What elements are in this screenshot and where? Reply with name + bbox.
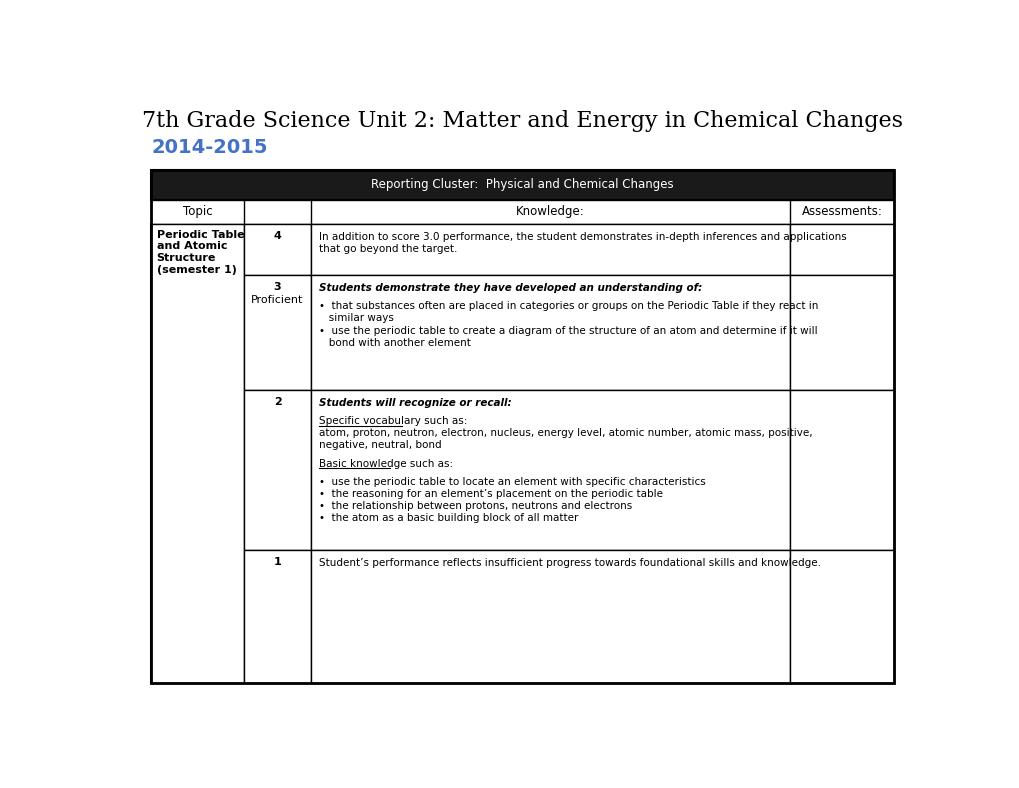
Text: negative, neutral, bond: negative, neutral, bond <box>319 440 441 451</box>
Text: Reporting Cluster:  Physical and Chemical Changes: Reporting Cluster: Physical and Chemical… <box>371 178 674 191</box>
Text: Specific vocabulary such as:: Specific vocabulary such as: <box>319 416 467 426</box>
Text: •  the reasoning for an element’s placement on the periodic table: • the reasoning for an element’s placeme… <box>319 489 662 499</box>
Bar <box>311 275 790 390</box>
Bar <box>151 170 894 199</box>
Text: similar ways: similar ways <box>319 314 393 323</box>
Text: 4: 4 <box>273 231 281 241</box>
Text: Students demonstrate they have developed an understanding of:: Students demonstrate they have developed… <box>319 283 701 293</box>
Bar <box>151 170 894 683</box>
Text: atom, proton, neutron, electron, nucleus, energy level, atomic number, atomic ma: atom, proton, neutron, electron, nucleus… <box>319 428 812 438</box>
Bar <box>151 199 894 224</box>
Text: 3: 3 <box>273 282 281 292</box>
Text: Student’s performance reflects insufficient progress towards foundational skills: Student’s performance reflects insuffici… <box>319 558 820 568</box>
Text: Knowledge:: Knowledge: <box>516 205 585 218</box>
Text: Students will recognize or recall:: Students will recognize or recall: <box>319 398 511 408</box>
Text: 2014-2015: 2014-2015 <box>151 139 267 158</box>
Bar <box>244 390 311 550</box>
Text: Assessments:: Assessments: <box>801 205 881 218</box>
Bar <box>244 275 311 390</box>
Bar <box>790 390 894 550</box>
Text: Topic: Topic <box>182 205 212 218</box>
Text: 2: 2 <box>273 397 281 407</box>
Text: •  use the periodic table to locate an element with specific characteristics: • use the periodic table to locate an el… <box>319 477 705 487</box>
Bar <box>311 390 790 550</box>
Text: Proficient: Proficient <box>251 295 304 305</box>
Text: 1: 1 <box>273 557 281 567</box>
Bar <box>244 224 311 275</box>
Text: •  use the periodic table to create a diagram of the structure of an atom and de: • use the periodic table to create a dia… <box>319 325 816 336</box>
Bar <box>151 224 244 683</box>
Text: that go beyond the target.: that go beyond the target. <box>319 243 457 254</box>
Text: Periodic Table
and Atomic
Structure
(semester 1): Periodic Table and Atomic Structure (sem… <box>157 230 245 275</box>
Bar <box>790 275 894 390</box>
Text: •  the relationship between protons, neutrons and electrons: • the relationship between protons, neut… <box>319 501 632 511</box>
Text: 7th Grade Science Unit 2: Matter and Energy in Chemical Changes: 7th Grade Science Unit 2: Matter and Ene… <box>142 110 903 132</box>
Text: •  that substances often are placed in categories or groups on the Periodic Tabl: • that substances often are placed in ca… <box>319 301 817 311</box>
Text: bond with another element: bond with another element <box>319 338 471 348</box>
Bar <box>244 550 311 683</box>
Bar <box>311 224 790 275</box>
Text: Basic knowledge such as:: Basic knowledge such as: <box>319 459 452 469</box>
Bar <box>790 224 894 275</box>
Bar <box>311 550 790 683</box>
Bar <box>790 550 894 683</box>
Bar <box>151 224 894 683</box>
Text: In addition to score 3.0 performance, the student demonstrates in-depth inferenc: In addition to score 3.0 performance, th… <box>319 232 846 242</box>
Text: •  the atom as a basic building block of all matter: • the atom as a basic building block of … <box>319 513 578 523</box>
